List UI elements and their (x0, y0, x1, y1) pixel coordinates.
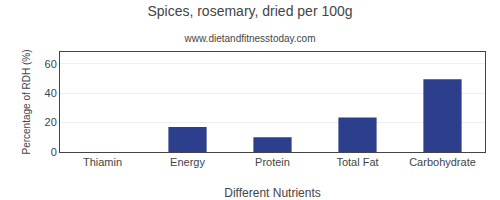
svg-text:Spices, rosemary, dried per 10: Spices, rosemary, dried per 100g (147, 3, 352, 19)
svg-text:0: 0 (51, 146, 57, 158)
svg-text:Protein: Protein (255, 156, 290, 168)
svg-text:20: 20 (45, 116, 57, 128)
svg-text:Different Nutrients: Different Nutrients (224, 186, 321, 200)
svg-text:www.dietandfitnesstoday.com: www.dietandfitnesstoday.com (184, 33, 316, 44)
svg-text:Total Fat: Total Fat (336, 156, 378, 168)
svg-text:60: 60 (45, 58, 57, 70)
svg-text:Thiamin: Thiamin (83, 156, 122, 168)
svg-text:40: 40 (45, 87, 57, 99)
svg-text:Energy: Energy (170, 156, 205, 168)
svg-text:Percentage of RDH (%): Percentage of RDH (%) (21, 49, 32, 154)
svg-text:Carbohydrate: Carbohydrate (409, 156, 476, 168)
